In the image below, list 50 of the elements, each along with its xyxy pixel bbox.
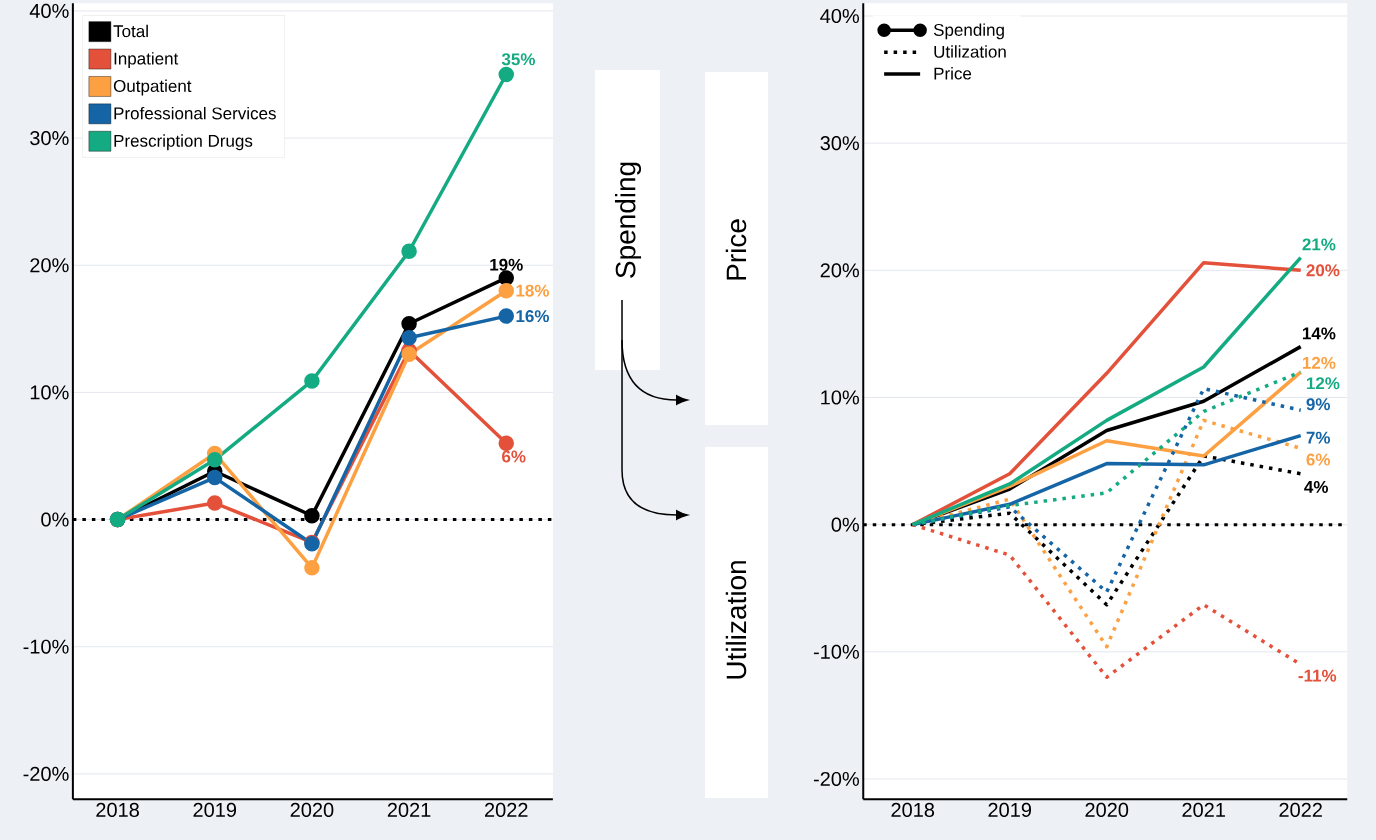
y-tick-label: 20%	[820, 263, 859, 278]
text: Spending	[614, 162, 642, 278]
data-label: 4%	[1304, 480, 1329, 493]
x-tick-label: 2020	[290, 802, 334, 817]
legend-label: Outpatient	[113, 79, 192, 96]
data-label: 20%	[1306, 264, 1340, 277]
data-label: 18%	[516, 284, 550, 297]
x-tick-label: 2022	[1279, 802, 1322, 817]
x-tick-label: 2021	[387, 802, 431, 817]
y-tick-label: 20%	[30, 258, 69, 273]
x-tick-label: 2019	[988, 802, 1032, 817]
y-tick-label: -10%	[813, 644, 859, 659]
y-tick-label: 0%	[41, 512, 69, 527]
data-label: 14%	[1302, 327, 1336, 340]
y-tick-label: 40%	[29, 3, 69, 18]
x-tick-label: 2020	[1085, 802, 1129, 817]
legend-label: Inpatient	[114, 52, 179, 68]
legend-label: Total	[113, 24, 148, 38]
data-label: 6%	[1306, 453, 1331, 466]
legend-label: Price	[934, 67, 972, 80]
y-tick-label: -20%	[23, 766, 69, 781]
data-label: 6%	[502, 450, 526, 463]
data-label: 16%	[516, 310, 550, 323]
data-label: 9%	[1306, 398, 1331, 411]
y-tick-label: 40%	[820, 8, 859, 24]
data-label: 12%	[1306, 377, 1340, 390]
text: Utilization	[725, 561, 747, 679]
y-tick-label: 30%	[30, 131, 69, 146]
x-tick-label: 2022	[485, 802, 528, 817]
legend-label: Professional Services	[114, 106, 276, 120]
data-label: 12%	[1302, 356, 1336, 369]
data-label: 21%	[1302, 238, 1336, 251]
legend-label: Prescription Drugs	[114, 134, 253, 151]
text: Price	[725, 219, 747, 280]
y-tick-label: -20%	[813, 771, 859, 787]
y-tick-label: 0%	[831, 517, 859, 532]
data-label: 35%	[501, 53, 536, 66]
x-tick-label: 2019	[193, 802, 237, 817]
y-tick-label: 30%	[820, 136, 859, 151]
data-label: 19%	[490, 258, 523, 271]
x-tick-label: 2018	[96, 802, 139, 817]
y-tick-label: -10%	[23, 639, 69, 654]
legend-label: Utilization	[934, 45, 1006, 58]
x-tick-label: 2021	[1182, 802, 1225, 817]
x-tick-label: 2018	[891, 802, 935, 817]
data-label: 7%	[1306, 431, 1331, 444]
y-tick-label: 10%	[821, 390, 859, 405]
legend-label: Spending	[933, 23, 1004, 40]
y-tick-label: 10%	[30, 385, 69, 400]
data-label: -11%	[1298, 669, 1337, 682]
